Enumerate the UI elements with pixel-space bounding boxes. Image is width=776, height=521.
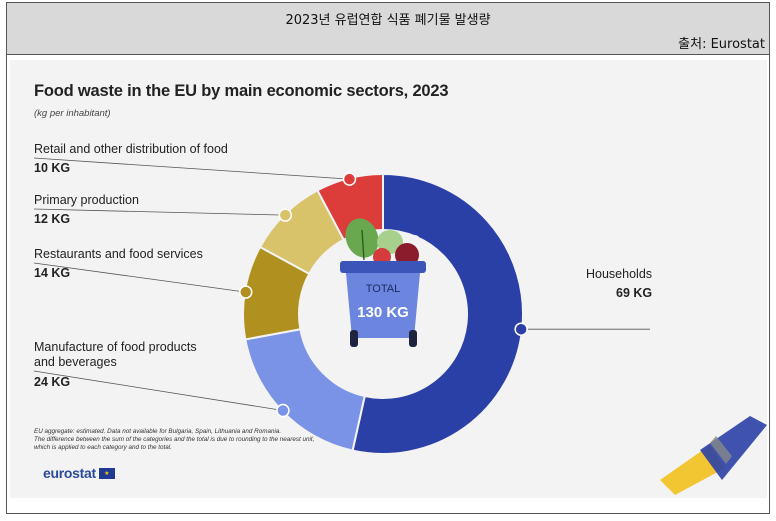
leader-lines [33,157,650,411]
chart-title: Food waste in the EU by main economic se… [34,82,449,100]
figure-frame: 2023년 유럽연합 식품 폐기물 발생량 출처: Eurostat Food … [6,2,770,514]
eurostat-logo: eurostat ★ [43,465,115,481]
leader-dots [238,172,528,418]
leader-dot [514,322,528,336]
label-retail: Retail and other distribution of food [34,142,228,156]
total-label: TOTAL [366,283,400,295]
label-manufacture-line2: and beverages [34,355,117,369]
leader-line [33,262,246,293]
eu-flag-icon: ★ [98,467,115,479]
bin-with-food-icon: TOTAL 130 KG [340,218,426,347]
chart-subtitle: (kg per inhabitant) [34,108,111,119]
footnote-line: which is applied to each category and to… [34,444,172,451]
value-manufacture: 24 KG [34,375,71,389]
donut-chart: TOTAL 130 KG [33,157,767,495]
footnote-line: EU aggregate: estimated. Data not availa… [34,428,282,435]
label-restaurants: Restaurants and food services [34,247,203,261]
label-primary: Primary production [34,193,139,207]
leader-line [33,208,286,216]
donut-slice [351,172,524,455]
value-restaurants: 14 KG [34,266,71,280]
leader-dot [278,208,293,222]
value-primary: 12 KG [34,212,71,226]
header-bar: 2023년 유럽연합 식품 폐기물 발생량 출처: Eurostat [7,3,769,55]
leader-line [33,157,350,180]
label-manufacture-line1: Manufacture of food products [34,340,197,354]
chart-panel: Food waste in the EU by main economic se… [10,60,767,498]
label-households: Households [586,267,653,281]
leader-line [33,370,283,411]
logo-text: eurostat [43,465,96,481]
value-retail: 10 KG [34,161,71,175]
value-households: 69 KG [616,286,653,300]
header-title: 2023년 유럽연합 식품 폐기물 발생량 [285,13,491,28]
total-value: 130 KG [357,304,409,321]
header-source: 출처: Eurostat [678,37,765,52]
footnote: EU aggregate: estimated. Data not availa… [34,428,364,452]
leader-dot [238,285,253,299]
footnote-line: The difference between the sum of the ca… [34,436,315,443]
eurostat-swoosh-icon [660,416,767,495]
donut-slices [242,172,524,455]
leader-dot [276,403,290,418]
leader-dot [342,172,357,186]
donut-slice [244,328,366,452]
